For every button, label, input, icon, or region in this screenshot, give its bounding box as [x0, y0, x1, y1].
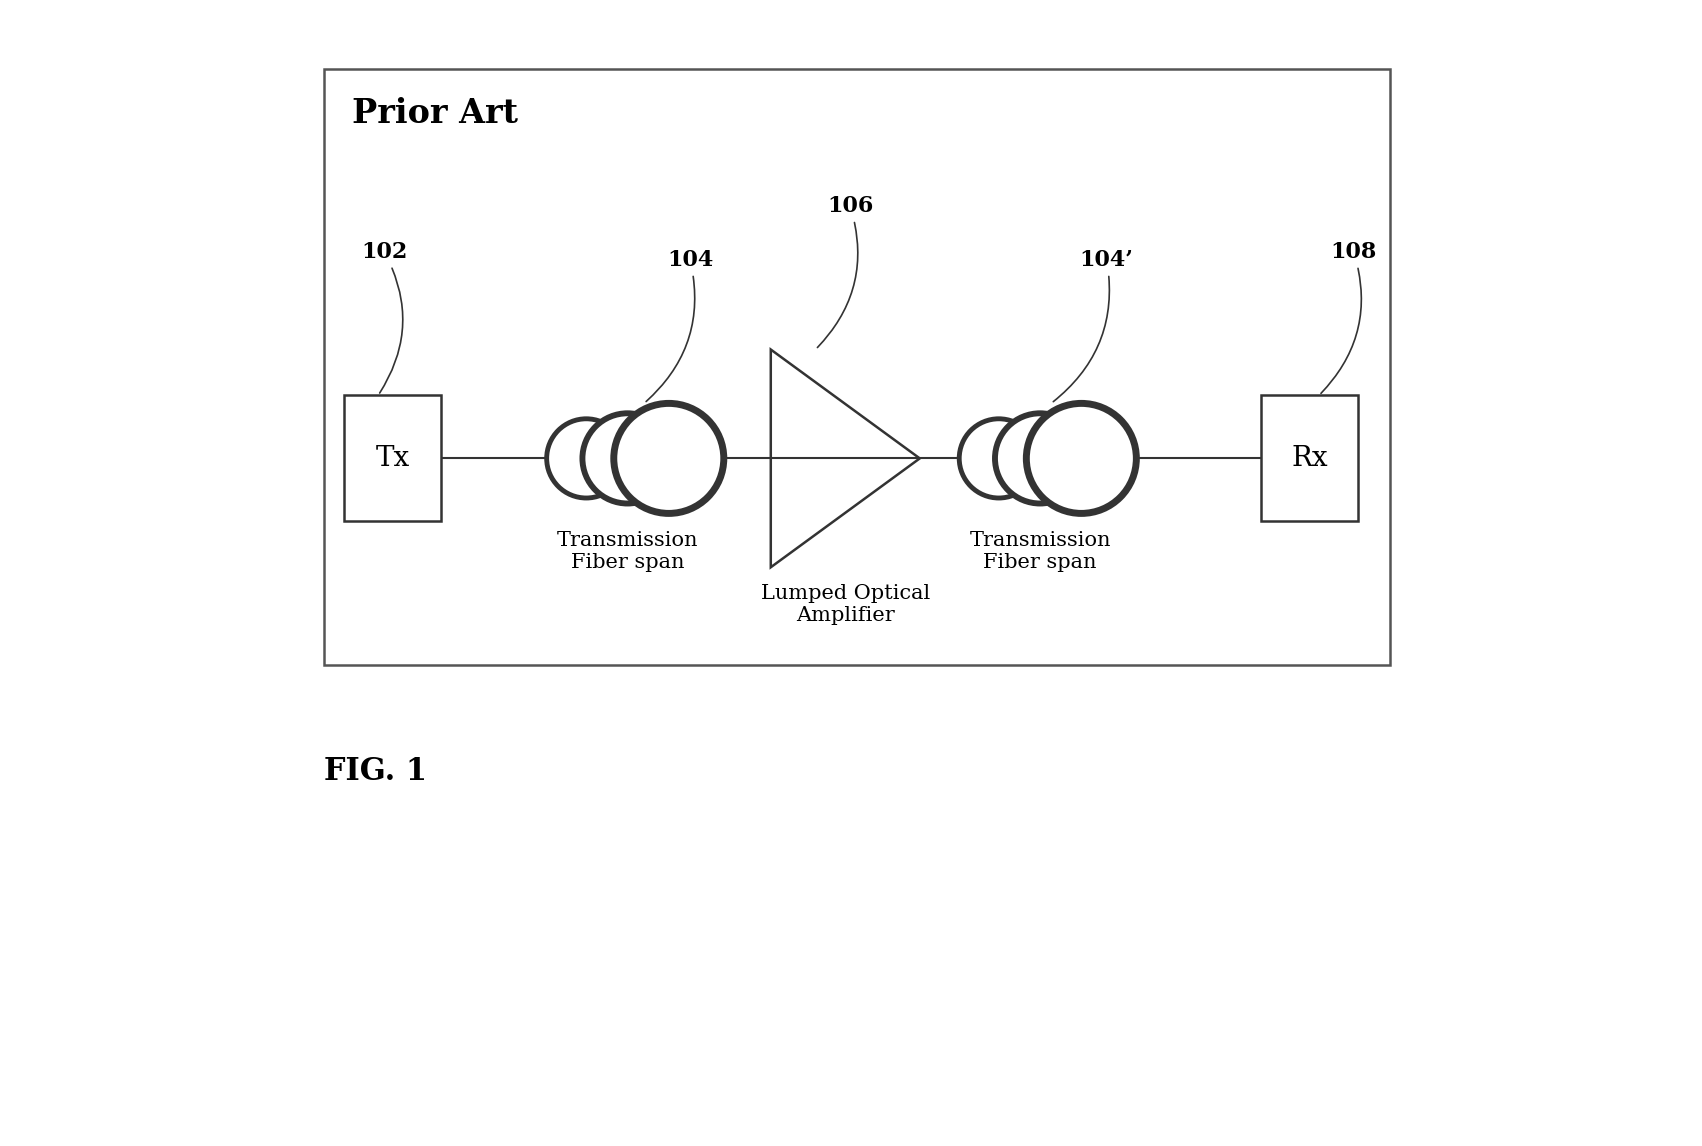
- Bar: [323, 69, 1389, 665]
- Text: 106: 106: [817, 195, 873, 347]
- Text: Lumped Optical
Amplifier: Lumped Optical Amplifier: [761, 584, 929, 626]
- Circle shape: [1026, 403, 1137, 513]
- Text: 104’: 104’: [1054, 249, 1134, 401]
- Text: Tx: Tx: [376, 445, 410, 472]
- Circle shape: [960, 418, 1038, 499]
- Text: FIG. 1: FIG. 1: [323, 756, 427, 787]
- Text: Transmission
Fiber span: Transmission Fiber span: [970, 531, 1111, 572]
- Circle shape: [614, 403, 723, 513]
- Bar: [344, 395, 441, 521]
- Text: Transmission
Fiber span: Transmission Fiber span: [557, 531, 698, 572]
- Text: 104: 104: [647, 249, 713, 401]
- Text: 102: 102: [361, 241, 407, 393]
- Circle shape: [546, 418, 626, 499]
- Text: 108: 108: [1321, 241, 1377, 393]
- Bar: [1261, 395, 1358, 521]
- Circle shape: [996, 414, 1086, 503]
- Text: Rx: Rx: [1292, 445, 1328, 472]
- Circle shape: [582, 414, 672, 503]
- Text: Prior Art: Prior Art: [352, 97, 519, 131]
